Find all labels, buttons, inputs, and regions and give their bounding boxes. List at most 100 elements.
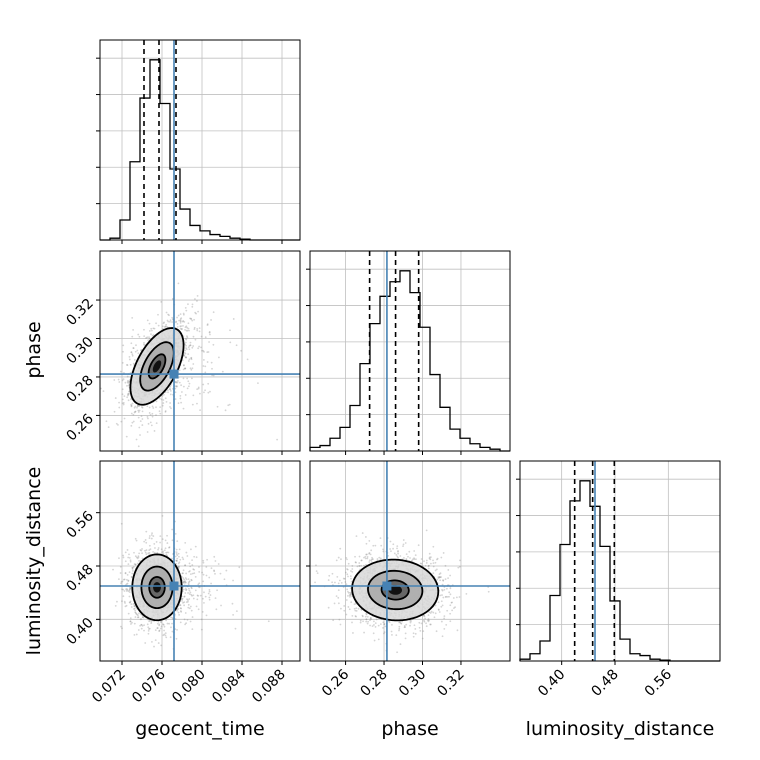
sample-point [437,577,440,580]
sample-point [344,571,347,574]
sample-point [451,609,454,612]
sample-point [127,580,130,582]
sample-point [140,549,143,552]
sample-point [449,620,452,623]
sample-point [213,555,216,558]
sample-point [130,424,133,427]
sample-point [437,608,440,611]
sample-point [399,555,402,557]
sample-point [162,623,165,626]
sample-point [194,338,197,341]
sample-point [436,557,439,560]
sample-point [412,635,415,638]
sample-point [127,384,130,387]
panel-frame [519,460,721,662]
sample-point [134,609,137,612]
sample-point [435,630,438,633]
sample-point [156,627,159,629]
sample-point [365,542,368,545]
sample-point [150,537,153,540]
sample-point [132,329,134,331]
sample-point [187,303,189,306]
sample-point [180,598,183,600]
histogram-step-line [519,480,720,662]
sample-point [411,558,414,561]
sample-point [235,344,238,347]
sample-point [131,621,133,624]
sample-point [368,561,371,563]
sample-point [210,567,213,570]
sample-point [232,318,235,320]
sample-point [129,600,132,603]
sample-point [126,549,129,551]
sample-point [165,619,168,622]
sample-point [413,550,416,552]
sample-point [186,387,189,390]
sample-point [184,564,187,567]
sample-point [134,611,137,614]
sample-point [210,319,212,321]
sample-point [371,556,373,559]
sample-point [184,612,187,614]
sample-point [128,601,131,604]
sample-point [364,536,367,538]
sample-point [122,344,125,347]
y-tick-label: 0.32 [63,296,96,329]
sample-point [196,300,198,302]
sample-point [200,628,203,631]
sample-point [126,578,128,581]
sample-point [134,410,137,413]
sample-point [192,594,195,597]
sample-point [133,605,136,608]
sample-point [105,420,108,423]
sample-point [216,589,218,592]
sample-point [440,600,443,603]
sample-point [202,349,205,352]
sample-point [121,393,124,396]
sample-point [189,605,192,608]
sample-point [147,626,150,629]
sample-point [184,343,187,346]
sample-point [337,556,340,559]
sample-point [359,619,362,622]
sample-point [189,344,192,346]
sample-point [349,594,352,597]
sample-point [183,601,186,604]
sample-point [423,614,425,617]
sample-point [148,544,151,547]
sample-point [141,557,144,560]
sample-point [346,568,349,571]
sample-point [369,616,372,619]
x-tick-label: 0.072 [89,667,129,707]
sample-point [184,587,187,590]
sample-point [346,588,349,591]
sample-point [434,561,437,564]
sample-point [132,566,135,568]
sample-point [175,385,178,387]
sample-point [133,608,135,610]
sample-point [184,326,187,329]
sample-point [359,621,362,624]
sample-point [156,622,159,625]
truth-marker [169,369,179,379]
sample-point [207,382,210,385]
sample-point [366,553,368,556]
sample-point [155,322,157,325]
sample-point [377,638,380,641]
sample-point [163,625,166,628]
sample-point [193,555,196,558]
sample-point [365,553,368,556]
sample-point [397,552,400,555]
sample-point [340,558,342,561]
sample-point [182,313,185,316]
sample-point [430,610,433,613]
sample-point [349,587,352,590]
sample-point [397,550,399,553]
sample-point [123,417,126,420]
sample-point [149,421,152,424]
sample-point [174,555,177,558]
sample-point [179,610,182,612]
sample-point [371,625,374,627]
sample-point [206,351,209,354]
